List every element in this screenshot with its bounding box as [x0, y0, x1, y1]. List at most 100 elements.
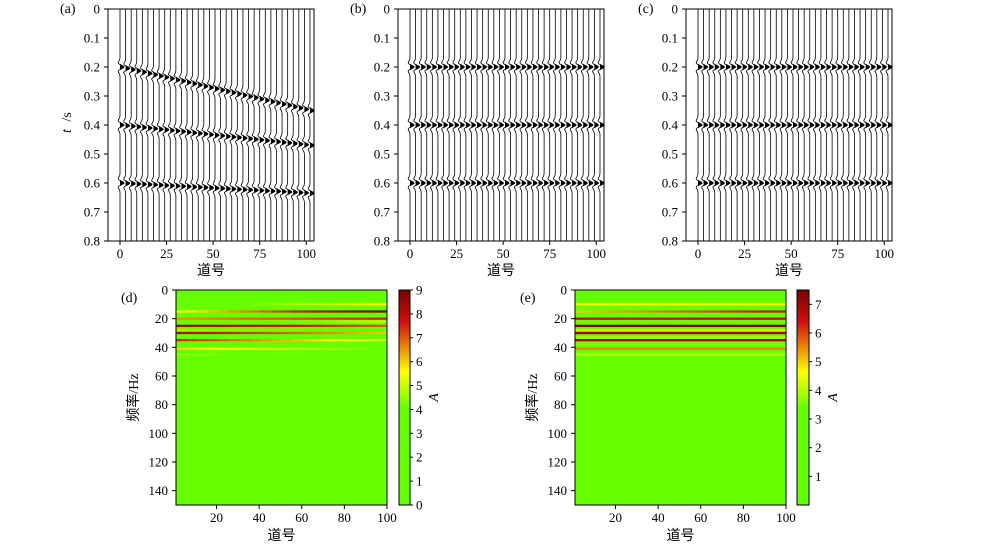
heatmap-cell-e-1-18 — [764, 306, 776, 309]
heatmap-cell-d-5-7 — [249, 320, 261, 323]
wavelet-lobe-c-30-1 — [865, 121, 871, 129]
heatmap-cell-e-3-1 — [585, 313, 597, 316]
wavelet-lobe-b-27-2 — [560, 179, 566, 187]
wavelet-lobe-a-3-0 — [136, 67, 142, 75]
heatmap-cell-e-15-18 — [764, 367, 776, 370]
heatmap-cell-e-13-7 — [648, 353, 660, 356]
heatmap-cell-d-6-2 — [197, 324, 208, 327]
heatmap-cell-d-1-19 — [376, 306, 388, 309]
heatmap-cell-d-9-6 — [239, 336, 251, 339]
heatmap-cell-d-3-17 — [355, 313, 367, 316]
heatmap-cell-e-13-17 — [754, 353, 766, 356]
heatmap-cell-d-9-16 — [344, 336, 356, 339]
heatmap-cell-d-1-0 — [176, 306, 187, 309]
heatmap-cell-e-2-4 — [617, 310, 629, 313]
heatmap-cell-d-11-12 — [302, 343, 314, 346]
heatmap-cell-e-1-10 — [680, 306, 692, 309]
wavelet-lobe-a-17-2 — [215, 184, 220, 192]
heatmap-cell-d-8-18 — [365, 331, 377, 335]
heatmap-cell-e-6-6 — [638, 324, 650, 327]
wavelet-lobe-c-17-2 — [793, 179, 798, 187]
wavelet-lobe-b-34-1 — [600, 121, 605, 129]
wavelet-lobe-b-1-0 — [415, 63, 421, 71]
wavelet-lobe-a-10-1 — [175, 127, 181, 135]
panel-label-a: (a) — [60, 2, 76, 17]
wavelet-lobe-b-9-2 — [460, 179, 465, 187]
heatmap-cell-e-15-3 — [606, 367, 618, 370]
heatmap-cell-e-0-17 — [754, 303, 766, 306]
heatmap-cell-e-9-13 — [712, 336, 723, 339]
heatmap-cell-e-11-16 — [743, 343, 755, 346]
wavelet-lobe-a-24-0 — [254, 94, 259, 101]
wavelet-lobe-a-4-0 — [142, 68, 147, 76]
trace-a-25 — [257, 9, 265, 241]
heatmap-cell-d-13-5 — [228, 353, 240, 356]
heatmap-cell-d-4-4 — [218, 317, 230, 320]
heatmap-cell-d-6-12 — [302, 324, 314, 327]
wavelet-lobe-b-20-1 — [521, 121, 527, 129]
xtick-label-a-0: 0 — [117, 246, 124, 261]
wavelet-lobe-a-3-1 — [136, 123, 142, 130]
wavelet-lobe-a-28-0 — [276, 99, 281, 107]
heatmap-cell-d-8-14 — [323, 331, 335, 335]
wavelet-lobe-c-8-0 — [742, 63, 748, 71]
wavelet-lobe-a-34-1 — [310, 142, 315, 149]
heatmap-cell-d-2-15 — [334, 310, 346, 313]
heatmap-cell-d-13-10 — [281, 353, 293, 356]
heatmap-cell-e-5-15 — [733, 320, 745, 323]
trace-a-12 — [184, 9, 192, 241]
wavelet-lobe-b-16-0 — [499, 63, 504, 71]
wavelet-lobe-b-12-0 — [477, 63, 482, 71]
xlabel-c: 道号 — [775, 263, 803, 279]
heatmap-cell-e-8-15 — [733, 331, 745, 335]
heatmap-cell-d-13-17 — [355, 353, 367, 356]
wavelet-lobe-a-14-1 — [198, 130, 203, 137]
wavelet-lobe-c-11-1 — [759, 121, 764, 129]
heatmap-cell-d-4-11 — [292, 317, 303, 320]
heatmap-cell-d-0-4 — [218, 303, 230, 306]
heatmap-cell-e-3-3 — [606, 313, 618, 316]
heatmap-cell-d-2-2 — [197, 310, 208, 313]
wavelet-lobe-c-26-1 — [843, 121, 848, 129]
trace-a-15 — [201, 9, 209, 241]
heatmap-cell-d-15-14 — [323, 367, 335, 370]
heatmap-cell-e-14-17 — [754, 360, 766, 363]
heatmap-cell-e-8-18 — [764, 331, 776, 335]
heatmap-cell-d-6-10 — [281, 324, 293, 327]
xlabel-a: 道号 — [197, 263, 225, 279]
wavelet-lobe-c-26-2 — [843, 179, 848, 187]
heatmap-cell-e-3-2 — [596, 313, 607, 316]
heatmap-cell-e-5-13 — [712, 320, 723, 323]
colorbar-tick-label-d-4: 4 — [416, 402, 423, 417]
ytick-label-b-2: 0.2 — [374, 60, 390, 75]
heatmap-cell-d-5-19 — [376, 320, 388, 323]
heatmap-cell-d-12-19 — [376, 347, 388, 350]
xlabel-d: 道号 — [268, 528, 296, 544]
wavelet-lobe-b-7-1 — [449, 121, 454, 129]
heatmap-cell-e-13-11 — [691, 353, 702, 356]
heatmap-cell-e-1-1 — [585, 306, 597, 309]
heatmap-cell-e-11-8 — [659, 343, 671, 346]
heatmap-cell-d-4-6 — [239, 317, 251, 320]
wavelet-lobe-b-22-1 — [532, 121, 538, 129]
wavelet-lobe-c-8-2 — [742, 179, 748, 187]
wavelet-lobe-a-30-2 — [287, 188, 293, 196]
wavelet-lobe-c-4-0 — [720, 63, 725, 71]
wavelet-lobe-b-3-1 — [426, 121, 432, 129]
wavelet-lobe-a-29-1 — [282, 139, 287, 146]
heatmap-cell-d-7-15 — [334, 328, 346, 332]
heatmap-panel-e: 0 20 40 60 80 100 120 140 20 40 60 80 100 道号 (e) 频率/Hz 1… — [520, 283, 841, 545]
heatmap-cell-e-4-14 — [722, 317, 734, 320]
ytick-label-e-4: 80 — [554, 397, 567, 412]
ytick-label-c-4: 0.4 — [662, 118, 679, 133]
heatmap-cell-d-14-13 — [313, 360, 324, 363]
xtick-label-b-1: 25 — [450, 246, 463, 261]
ytick-label-e-1: 20 — [554, 311, 567, 326]
ytick-label-c-8: 0.8 — [662, 234, 678, 249]
heatmap-cell-d-2-4 — [218, 310, 230, 313]
wavelet-lobe-c-16-0 — [787, 63, 792, 71]
heatmap-cell-e-2-0 — [575, 310, 586, 313]
heatmap-cell-d-12-18 — [365, 347, 377, 350]
wavelet-lobe-b-29-1 — [572, 121, 577, 129]
heatmap-cell-d-9-10 — [281, 336, 293, 339]
